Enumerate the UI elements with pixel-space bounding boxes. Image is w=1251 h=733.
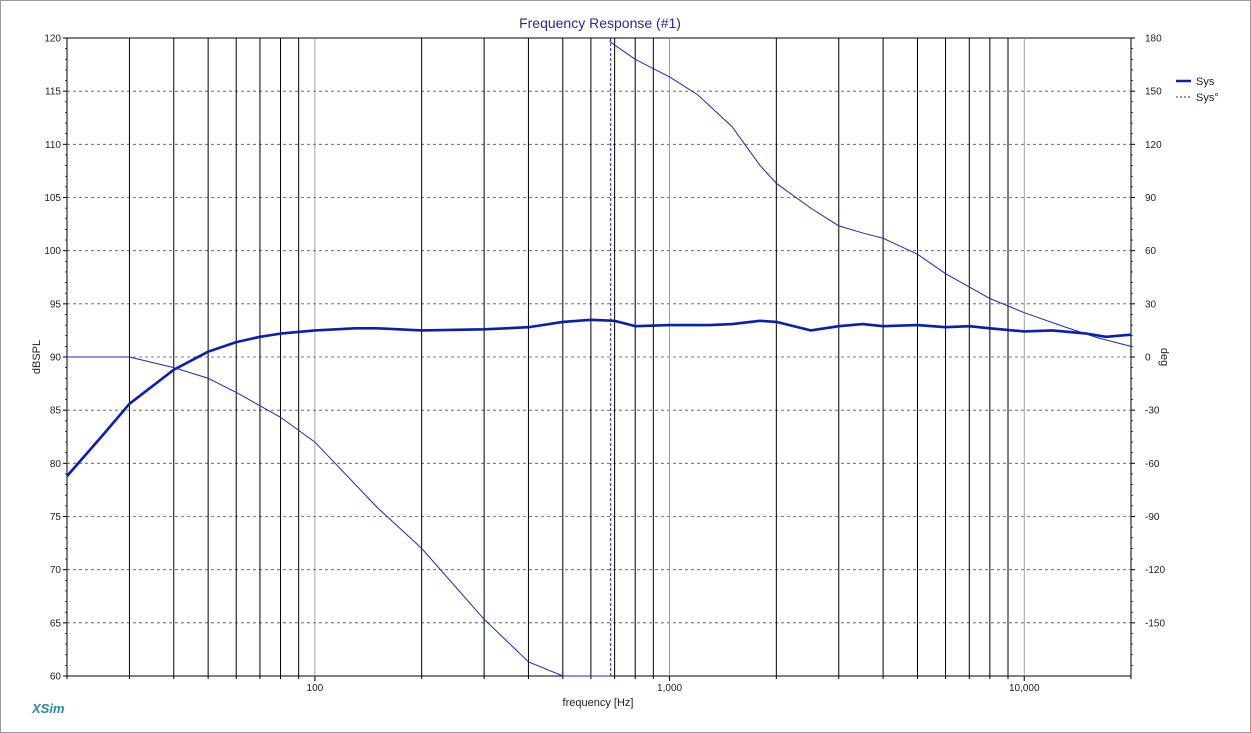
y-tick-label: 115 [45,87,61,98]
legend-label-sys: Sys [1196,76,1215,88]
spl-curve [66,318,1132,477]
plot-area [66,37,1132,677]
x-tick-label: 1,000 [657,683,682,694]
y-tick-label: 95 [50,299,62,310]
legend-label-sys-phase: Sys° [1196,92,1219,104]
x-axis-label: frequency [Hz] [563,697,634,709]
x-tick-label: 100 [307,683,324,694]
y2-tick-label: 180 [1145,34,1162,45]
y2-tick-label: -150 [1145,618,1165,629]
y-tick-label: 75 [50,512,62,523]
y-tick-label: 90 [50,353,62,364]
y2-tick-label: -60 [1145,459,1160,470]
y-tick-label: 105 [44,193,61,204]
y-tick-label: 65 [50,618,62,629]
y-tick-label: 120 [44,34,61,45]
y2-tick-label: 0 [1145,353,1151,364]
x-tick-label: 10,000 [1009,683,1040,694]
y2-tick-label: 150 [1145,87,1162,98]
y-tick-label: 85 [50,406,62,417]
y2-tick-label: -30 [1145,406,1160,417]
y-tick-label: 60 [50,672,62,683]
legend: Sys Sys° [1176,76,1219,104]
y2-tick-label: 90 [1145,193,1157,204]
y2-tick-label: 30 [1145,299,1157,310]
xsim-logo: XSim [31,701,65,716]
y2-tick-label: 120 [1145,140,1162,151]
y2-tick-label: -90 [1145,512,1160,523]
series-sys-spl [66,318,1132,477]
phase-curve-segment [609,37,1132,347]
y-tick-label: 110 [45,140,61,151]
phase-curve-segment [67,356,611,677]
y-tick-label: 80 [50,459,62,470]
y-axis-label: dBSPL [31,340,43,374]
y-tick-label: 70 [50,565,62,576]
chart-title: Frequency Response (#1) [519,15,681,31]
y2-axis-label: deg [1158,348,1170,366]
y-tick-label: 100 [44,246,61,257]
y2-tick-label: -120 [1145,565,1165,576]
series-sys-phase [67,37,1132,677]
y2-tick-label: 60 [1145,246,1157,257]
